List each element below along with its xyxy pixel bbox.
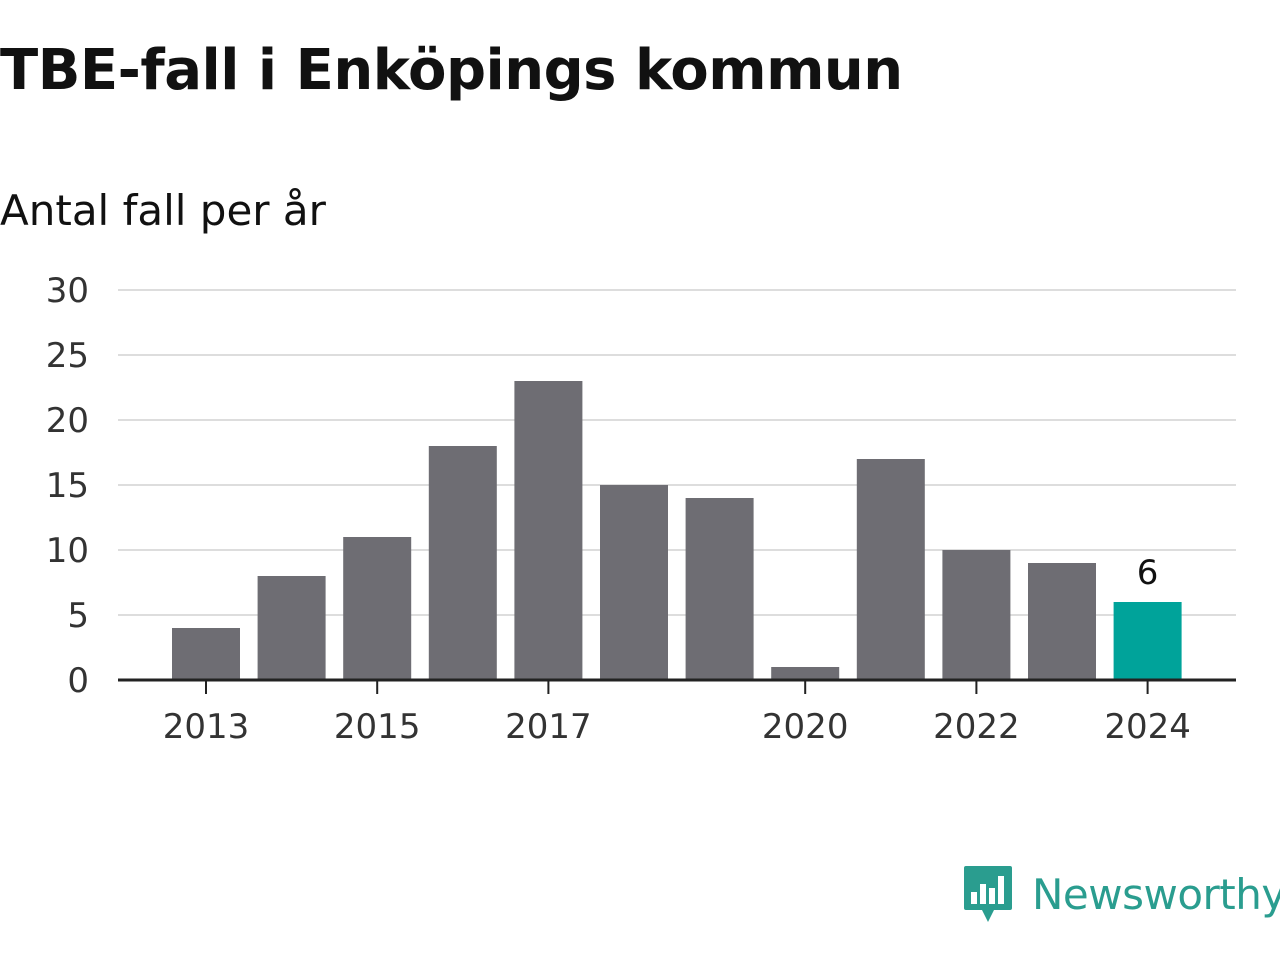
bar-2014: [257, 576, 326, 680]
y-tick-label: 5: [67, 596, 89, 636]
x-tick-label: 2022: [933, 707, 1020, 747]
x-tick-label: 2013: [163, 707, 250, 747]
bar-2017: [514, 381, 583, 680]
bars: [172, 381, 1182, 680]
bar-2015: [343, 537, 412, 680]
x-tick-label: 2024: [1104, 707, 1191, 747]
y-tick-label: 0: [67, 661, 89, 701]
bar-chart-speech-bubble-icon: [964, 866, 1012, 922]
y-tick-label: 10: [46, 531, 89, 571]
x-tick-label: 2015: [334, 707, 421, 747]
bar-2024: [1113, 602, 1182, 680]
y-tick-label: 25: [46, 336, 89, 376]
bar-2016: [428, 446, 497, 680]
bar-2021: [856, 459, 925, 680]
y-axis-ticks: 0 5 10 15 20 25 30: [46, 271, 89, 701]
data-labels: 6: [1137, 553, 1159, 593]
bar-2020: [771, 667, 840, 680]
x-tick-label: 2017: [505, 707, 592, 747]
bar-2018: [600, 485, 668, 680]
chart-subtitle: Antal fall per år: [0, 186, 326, 235]
bar-2023: [1028, 563, 1096, 680]
x-axis: 2013 2015 2017 2020 2022 2024: [118, 678, 1236, 747]
brand-name: Newsworthy: [1032, 869, 1280, 919]
y-tick-label: 20: [46, 401, 89, 441]
newsworthy-logo: Newsworthy: [962, 864, 1280, 924]
bar-2013: [172, 628, 240, 680]
y-tick-label: 30: [46, 271, 89, 311]
x-tick-label: 2020: [762, 707, 849, 747]
y-tick-label: 15: [46, 466, 89, 506]
data-label-2024: 6: [1137, 553, 1159, 593]
chart-title: TBE-fall i Enköpings kommun: [0, 38, 903, 103]
bar-2019: [685, 498, 754, 680]
bar-2022: [942, 550, 1011, 680]
